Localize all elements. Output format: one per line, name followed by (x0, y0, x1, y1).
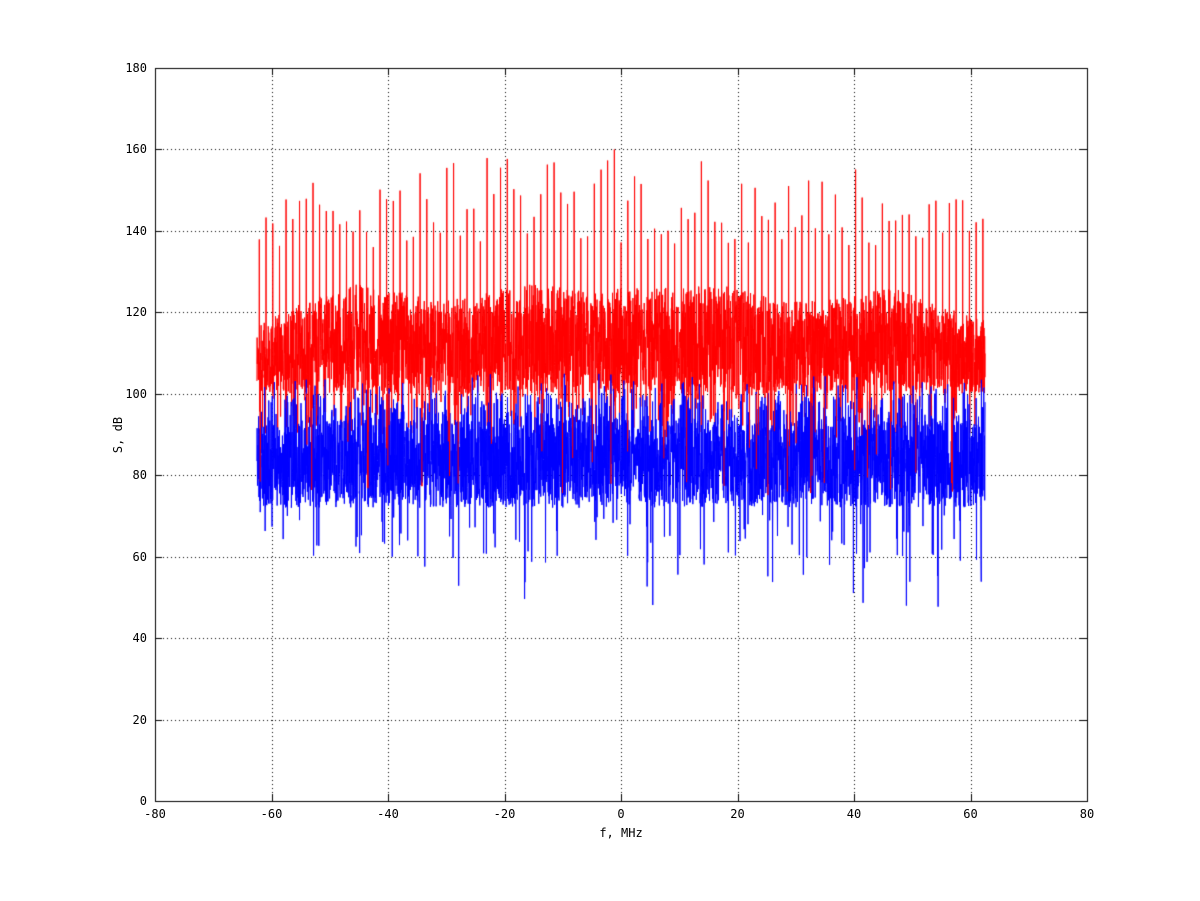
x-tick-label: -20 (493, 807, 516, 821)
x-tick-label: -60 (260, 807, 283, 821)
x-tick-label: 60 (963, 807, 978, 821)
x-tick-label: 80 (1079, 807, 1095, 821)
x-tick-label: -40 (377, 807, 399, 821)
y-tick-label: 60 (132, 549, 147, 564)
y-tick-label: 0 (139, 794, 147, 808)
y-tick-label: 100 (125, 386, 147, 401)
y-tick-label: 40 (132, 631, 147, 646)
y-tick-label: 80 (132, 468, 147, 483)
y-tick-label: 180 (125, 61, 147, 75)
y-tick-label: 140 (125, 223, 147, 238)
y-axis-label: S, dB (111, 416, 125, 453)
y-tick-label: 160 (125, 142, 147, 157)
x-axis-label: f, MHz (599, 826, 643, 840)
y-tick-label: 120 (125, 305, 147, 320)
x-tick-label: 40 (846, 807, 862, 821)
x-tick-label: 20 (730, 807, 745, 821)
y-tick-label: 20 (132, 712, 147, 727)
x-tick-label: 0 (617, 807, 625, 821)
x-tick-label: -80 (144, 807, 166, 821)
